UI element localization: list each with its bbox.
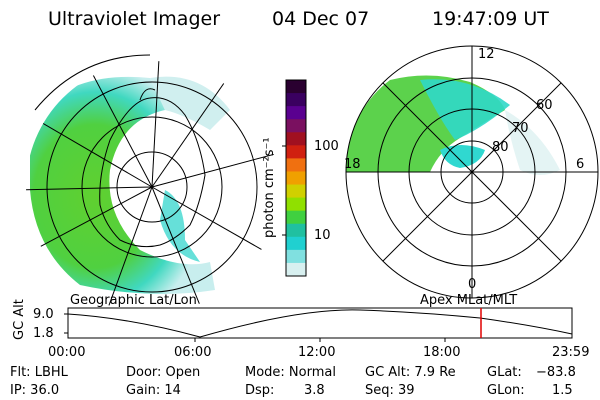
colorbar-band	[286, 197, 306, 212]
mlt-label-6: 6	[576, 157, 585, 172]
mlat-label-80: 80	[492, 140, 509, 155]
apex-caption: Apex MLat/MLT	[420, 293, 518, 308]
status-door: Door: Open	[126, 365, 201, 380]
time-tick-2359: 23:59	[552, 345, 590, 360]
geographic-caption: Geographic Lat/Lon	[70, 293, 197, 308]
status-seq: Seq: 39	[365, 383, 415, 398]
mlat-label-60: 60	[536, 98, 553, 113]
altitude-plot	[64, 307, 573, 342]
aurora-emission	[30, 76, 215, 295]
aurora-faint	[505, 110, 560, 175]
colorbar-band	[286, 145, 306, 159]
date-label: 04 Dec 07	[272, 8, 370, 30]
colorbar-label-100: 100	[314, 139, 339, 154]
mlt-label-0: 0	[468, 277, 477, 292]
aurora-cyan-patch	[160, 190, 200, 262]
geographic-map	[26, 54, 278, 313]
colorbar-band	[286, 119, 306, 133]
altitude-ytick-low: 1.8	[33, 326, 54, 341]
altitude-curve	[67, 309, 573, 338]
mlt-label-12: 12	[478, 47, 495, 62]
colorbar	[286, 80, 306, 277]
altitude-ytick-high: 9.0	[33, 307, 54, 322]
colorbar-band	[286, 106, 306, 120]
colorbar-band	[286, 236, 306, 251]
colorbar-band	[286, 132, 306, 146]
colorbar-band	[286, 80, 306, 94]
status-glon-value: 1.5	[552, 383, 573, 398]
colorbar-band	[286, 158, 306, 172]
apex-polar-plot	[345, 45, 599, 299]
altitude-ylabel: GC Alt	[12, 299, 27, 340]
colorbar-band	[286, 171, 306, 186]
mlat-label-70: 70	[512, 121, 529, 136]
status-gcalt: GC Alt: 7.9 Re	[365, 365, 456, 380]
status-glon-label: GLon:	[487, 383, 525, 398]
time-tick-0600: 06:00	[174, 345, 212, 360]
mlt-label-18: 18	[344, 157, 361, 172]
status-ip: IP: 36.0	[10, 383, 60, 398]
status-flt: Flt: LBHL	[10, 365, 68, 380]
colorbar-band	[286, 210, 306, 225]
time-tick-1800: 18:00	[423, 345, 461, 360]
colorbar-frame	[285, 79, 307, 277]
colorbar-band	[286, 223, 306, 238]
app-title: Ultraviolet Imager	[48, 8, 221, 30]
status-gain: Gain: 14	[126, 383, 181, 398]
status-glat-label: GLat:	[487, 365, 522, 380]
status-mode: Mode: Normal	[245, 365, 336, 380]
time-tick-0000: 00:00	[48, 345, 86, 360]
colorbar-label-10: 10	[314, 228, 331, 243]
colorbar-band	[286, 184, 306, 199]
colorbar-unit-label: photon cm⁻²s⁻¹	[262, 137, 277, 238]
colorbar-band	[286, 93, 306, 107]
aurora-edge	[150, 76, 230, 130]
status-glat-value: −83.8	[536, 365, 576, 380]
colorbar-band	[286, 262, 306, 277]
status-dsp-label: Dsp:	[245, 383, 275, 398]
colorbar-band	[286, 249, 306, 264]
status-dsp-value: 3.8	[304, 383, 325, 398]
aurora-cap	[440, 145, 485, 168]
time-tick-1200: 12:00	[298, 345, 336, 360]
time-label: 19:47:09 UT	[432, 8, 549, 30]
